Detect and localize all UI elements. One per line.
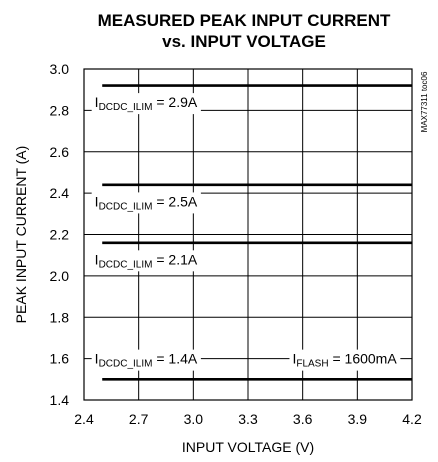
x-tick-label: 4.2 [402,411,422,427]
annotation-background [91,250,201,272]
annotation-symbol: I [95,251,99,267]
annotation-label: IDCDC_ILIM = 2.9A [95,94,198,113]
annotation-symbol: I [95,94,99,110]
annotation-value: = 2.1A [152,251,197,267]
x-tick-label: 3.9 [348,411,368,427]
y-tick-label: 1.4 [50,392,70,408]
grid [83,68,413,401]
y-axis-label: PEAK INPUT CURRENT (A) [13,146,29,324]
chart-title-line-1: MEASURED PEAK INPUT CURRENT [98,11,391,30]
y-tick-label: 2.8 [50,102,70,118]
annotation-label: IDCDC_ILIM = 1.4A [95,351,198,370]
annotation-label: IFLASH = 1600mA [292,351,397,370]
x-tick-labels: 2.4 2.7 3.0 3.3 3.6 3.9 4.2 [74,411,422,427]
annotation-subscript: DCDC_ILIM [99,259,153,270]
plot-frame [83,68,413,401]
y-tick-labels: 1.4 1.6 1.8 2.0 2.2 2.4 2.6 2.8 3.0 [50,61,70,408]
annotation-subscript: DCDC_ILIM [99,201,153,212]
annotation-background [289,349,401,371]
y-tick-label: 2.6 [50,144,70,160]
annotation-background [91,192,201,214]
annotation-subscript: DCDC_ILIM [99,359,153,370]
x-axis-label: INPUT VOLTAGE (V) [182,439,314,455]
y-tick-label: 3.0 [50,61,70,77]
annotation-label: IDCDC_ILIM = 2.5A [95,193,198,212]
series-layer [102,84,412,381]
annotation-background [91,93,201,115]
y-tick-label: 2.0 [50,268,70,284]
annotation-value: = 1600mA [329,351,398,367]
annotation-symbol: I [292,351,296,367]
annotation-background [91,349,201,371]
y-tick-label: 1.8 [50,309,70,325]
annotation-subscript: DCDC_ILIM [99,102,153,113]
annotation-label: IDCDC_ILIM = 2.1A [95,251,198,270]
annotation-symbol: I [95,351,99,367]
annotation-value: = 2.5A [152,193,197,209]
x-tick-label: 2.7 [129,411,149,427]
x-tick-label: 3.0 [184,411,204,427]
x-tick-label: 3.3 [238,411,258,427]
annotation-value: = 2.9A [152,94,197,110]
annotation-symbol: I [95,193,99,209]
chart-title-line-2: vs. INPUT VOLTAGE [162,32,326,51]
y-tick-label: 2.2 [50,227,70,243]
y-tick-label: 1.6 [50,351,70,367]
annotation-value: = 1.4A [152,351,197,367]
x-tick-label: 2.4 [74,411,94,427]
y-tick-label: 2.4 [50,185,70,201]
x-tick-label: 3.6 [293,411,313,427]
part-number: MAX77311 toc06 [420,71,429,132]
annotation-subscript: FLASH [296,359,328,370]
